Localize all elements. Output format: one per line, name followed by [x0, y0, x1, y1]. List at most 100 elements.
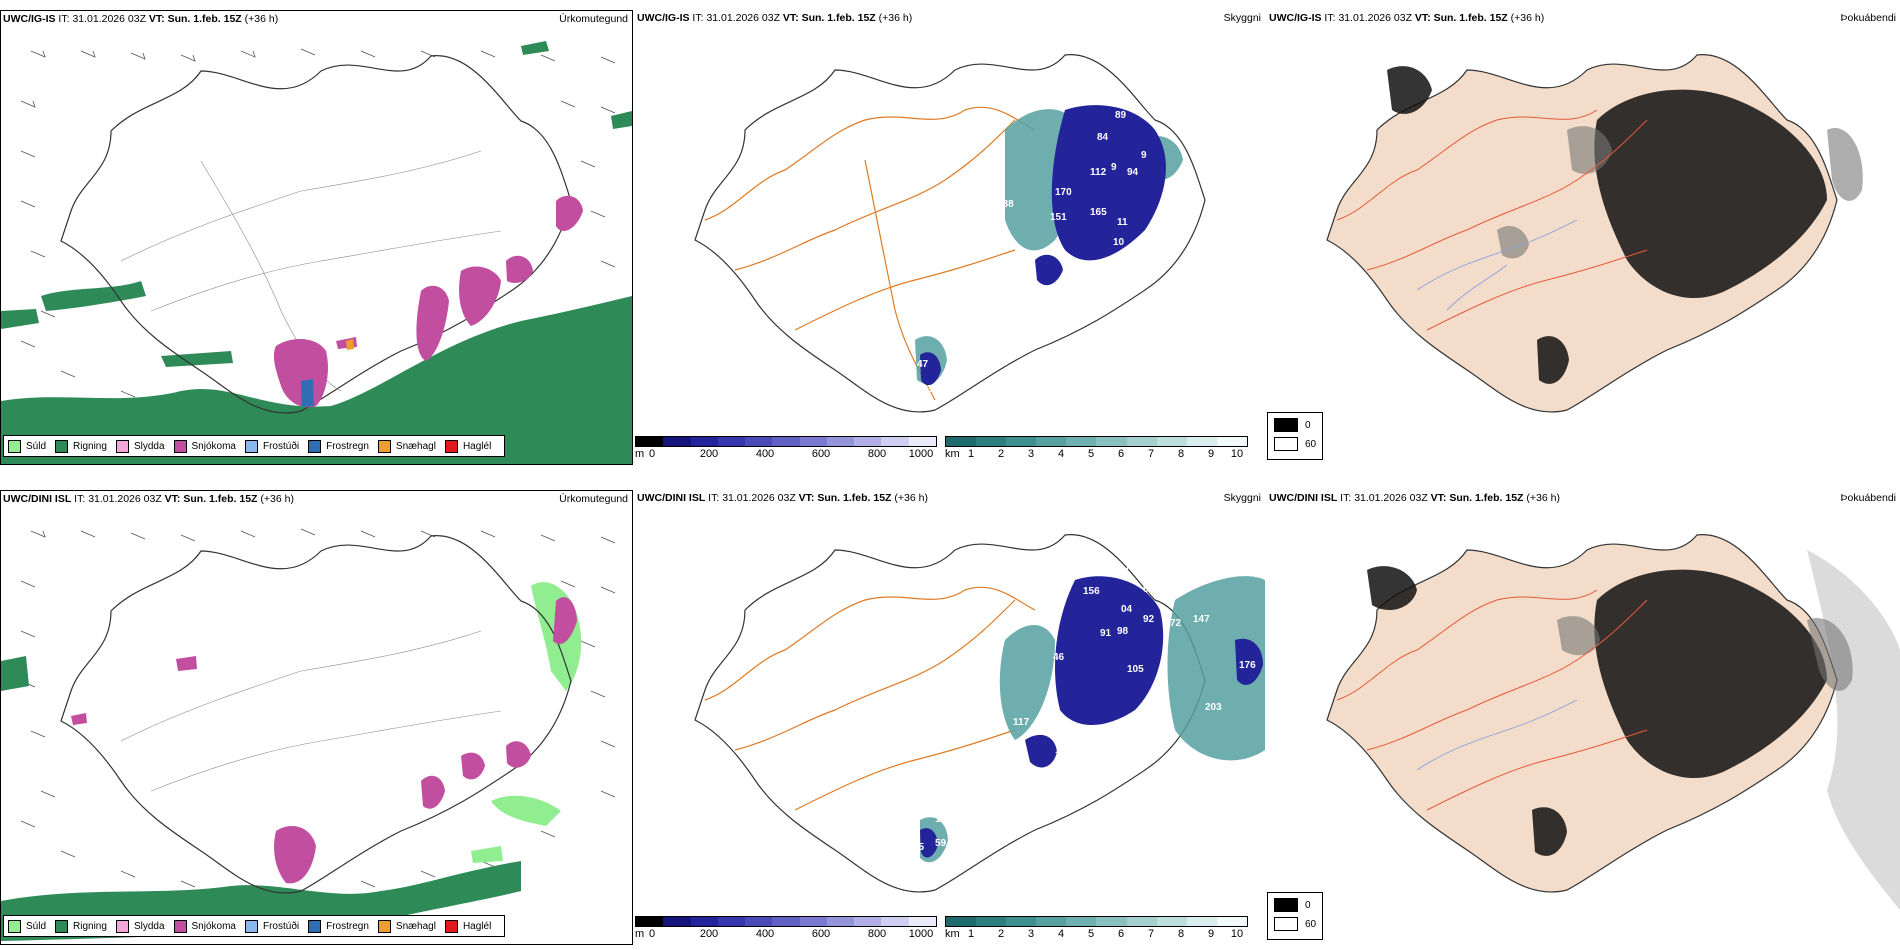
cloud-value: 117 — [1013, 717, 1030, 728]
visibility-unit: km — [945, 928, 960, 940]
cloudbase-tick: 400 — [755, 448, 775, 460]
legend-swatch — [55, 919, 69, 933]
cloud-value: 176 — [1239, 660, 1256, 671]
valid-time: Sun. 1.feb. 15Z — [167, 13, 242, 25]
fog-legend-row: 60 — [1274, 917, 1322, 931]
cloudbase-bar — [635, 436, 937, 447]
vt-label: VT: — [1414, 12, 1431, 24]
panel-header: UWC/IG-IS IT: 31.01.2026 03Z VT: Sun. 1.… — [637, 12, 912, 24]
legend-item: Snæhagl — [377, 439, 436, 453]
valid-time: Sun. 1.feb. 15Z — [817, 492, 892, 504]
cloudbase-tick: 800 — [867, 928, 887, 940]
lead-time: (+36 h) — [1526, 492, 1560, 504]
cloud-value: 105 — [1127, 664, 1144, 675]
lead-time: (+36 h) — [260, 493, 294, 505]
cloud-value: 203 — [1205, 702, 1222, 713]
it-label: IT: — [74, 493, 86, 505]
cloud-value: 112 — [1090, 167, 1107, 178]
legend-item: Súld — [8, 439, 46, 453]
valid-time: Sun. 1.feb. 15Z — [1449, 492, 1524, 504]
cloudbase-tick: 1000 — [908, 928, 934, 940]
valid-time: Sun. 1.feb. 15Z — [1433, 12, 1508, 24]
visibility-colorbar-top: km 1 2 3 4 5 6 7 8 9 10 — [945, 436, 1248, 461]
precip-legend-top: Súld Rigning Slydda Snjókoma Frostúði Fr… — [3, 435, 506, 457]
legend-swatch — [173, 919, 187, 933]
cloud-value: 121 — [935, 814, 952, 825]
cloud-value: 147 — [1193, 614, 1210, 625]
legend-label: Snjókoma — [191, 440, 236, 452]
legend-label: Rigning — [73, 920, 107, 932]
legend-item: Frostregn — [308, 439, 369, 453]
vt-label: VT: — [798, 492, 815, 504]
init-time: 31.01.2026 03Z — [72, 13, 146, 25]
visibility-tick: 7 — [1147, 448, 1155, 460]
visibility-tick: 8 — [1177, 928, 1185, 940]
fog-legend-row: 0 — [1274, 418, 1322, 432]
legend-item: Rigning — [55, 439, 107, 453]
legend-swatch — [308, 439, 322, 453]
visibility-tick: 2 — [997, 448, 1005, 460]
fog-panel-top: UWC/IG-IS IT: 31.01.2026 03Z VT: Sun. 1.… — [1267, 10, 1900, 465]
init-time: 31.01.2026 03Z — [1338, 12, 1412, 24]
cloud-value: 170 — [1055, 187, 1072, 198]
fog-legend-label: 60 — [1305, 438, 1317, 450]
cloud-value: 46 — [1053, 652, 1065, 663]
valid-time: Sun. 1.feb. 15Z — [183, 493, 258, 505]
visibility-tick: 5 — [1087, 928, 1095, 940]
cloud-value: 72 — [1125, 562, 1137, 573]
cloud-value: 165 — [1090, 207, 1107, 218]
precip-legend-bottom: Súld Rigning Slydda Snjókoma Frostúði Fr… — [3, 915, 506, 937]
cloudbase-tick: 800 — [867, 448, 887, 460]
legend-swatch — [55, 439, 69, 453]
model-name: UWC/DINI ISL — [637, 492, 706, 504]
cloud-value: 9 — [1141, 150, 1147, 161]
fog-legend-label: 0 — [1305, 419, 1311, 431]
cloud-value: 89 — [1115, 110, 1127, 121]
model-name: UWC/IG-IS — [637, 12, 690, 24]
visibility-unit: km — [945, 448, 960, 460]
cloud-value: 11 — [1117, 217, 1128, 228]
model-name: UWC/DINI ISL — [1269, 492, 1338, 504]
legend-label: Frostúði — [262, 920, 300, 932]
cloudbase-tick: 400 — [755, 928, 775, 940]
cloudbase-colorbar-top: m 0 200 400 600 800 1000 — [635, 436, 937, 461]
fog-legend-label: 60 — [1305, 918, 1317, 930]
vt-label: VT: — [782, 12, 799, 24]
lead-time: (+36 h) — [878, 12, 913, 24]
fog-legend-row: 0 — [1274, 898, 1322, 912]
cloudbase-tick: 0 — [648, 448, 656, 460]
panel-header: UWC/DINI ISL IT: 31.01.2026 03Z VT: Sun.… — [1269, 492, 1560, 504]
panel-header: UWC/DINI ISL IT: 31.01.2026 03Z VT: Sun.… — [3, 493, 294, 505]
cloud-value: 118 — [1055, 750, 1072, 761]
legend-item: Slydda — [115, 919, 165, 933]
cloudbase-ticks: m 0 200 400 600 800 1000 — [635, 447, 937, 461]
legend-label: Haglél — [462, 440, 492, 452]
cloud-value: 59 — [935, 838, 947, 849]
cloud-value: 10 — [1113, 237, 1125, 248]
legend-swatch — [377, 919, 391, 933]
legend-item: Rigning — [55, 919, 107, 933]
visibility-tick: 10 — [1230, 448, 1244, 460]
legend-swatch — [244, 919, 258, 933]
cloud-panel-top: 89 84 9 112 94 9 170 188 165 11 151 57 1… — [635, 10, 1265, 465]
visibility-tick: 9 — [1207, 448, 1215, 460]
cloud-value-labels-top: 89 84 9 112 94 9 170 188 165 11 151 57 1… — [917, 110, 1147, 395]
lead-time: (+36 h) — [1510, 12, 1545, 24]
legend-label: Súld — [26, 920, 47, 932]
fog-legend-swatch — [1274, 437, 1298, 451]
visibility-tick: 6 — [1117, 928, 1125, 940]
legend-item: Haglél — [444, 439, 492, 453]
cloud-value: 92 — [1143, 614, 1155, 625]
valid-time: Sun. 1.feb. 15Z — [801, 12, 876, 24]
fog-legend-row: 60 — [1274, 437, 1322, 451]
cloud-value: 156 — [1083, 586, 1100, 597]
lead-time: (+36 h) — [894, 492, 928, 504]
visibility-ticks: km 1 2 3 4 5 6 7 8 9 10 — [945, 447, 1248, 461]
cloud-value: 104 — [930, 874, 947, 885]
cloud-value: 151 — [1050, 212, 1067, 223]
cloud-value: 60 — [1143, 584, 1155, 595]
cloud-value: 91 — [1100, 628, 1112, 639]
visibility-tick: 2 — [997, 928, 1005, 940]
legend-label: Rigning — [73, 440, 107, 452]
precip-type-panel-top: UWC/IG-IS IT: 31.01.2026 03Z VT: Sun. 1.… — [0, 10, 633, 465]
